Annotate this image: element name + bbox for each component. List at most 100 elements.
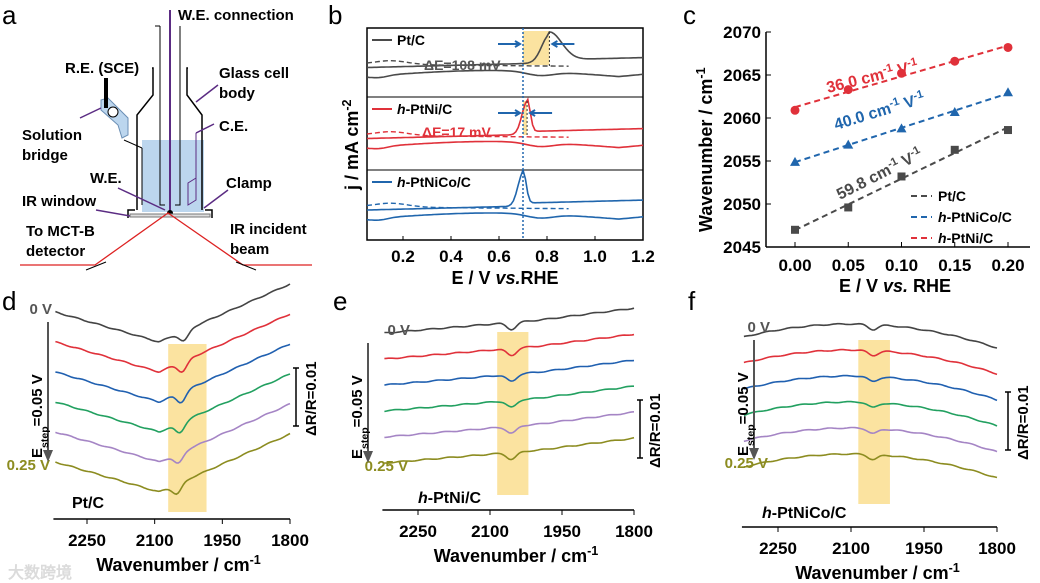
- x-tick-label: 1950: [203, 531, 241, 550]
- slope-annotation-1: 40.0 cm-1 V-1: [832, 88, 927, 134]
- we-holder-right: [175, 26, 181, 206]
- data-point-circle: [1003, 42, 1013, 52]
- valve-icon: [107, 106, 119, 118]
- clamp-right: [205, 209, 213, 218]
- cv-cathodic-1: [366, 140, 644, 150]
- y-tick-label: 2055: [723, 152, 761, 171]
- label-we: W.E.: [90, 170, 122, 187]
- spectrum-5: [743, 452, 998, 479]
- panel-label-b: b: [328, 0, 342, 30]
- mirror-left: [85, 261, 107, 271]
- reference-electrode: [104, 78, 108, 108]
- data-point-circle: [897, 68, 906, 78]
- legend-label-1: h-PtNiCo/C: [938, 209, 1012, 225]
- potential-end-label: 0.25 V: [725, 455, 768, 472]
- panel-label-f: f: [688, 286, 696, 316]
- data-point-triangle: [790, 156, 800, 166]
- watermark: 大数跨境: [8, 563, 72, 582]
- spectrum-2: [384, 359, 635, 386]
- slope-annotation-2: 36.0 cm-1 V-1: [824, 56, 920, 97]
- y-axis-label: Wavenumber / cm-1: [694, 67, 716, 232]
- spectrum-1: [55, 313, 291, 374]
- spectrum-0: [55, 283, 291, 343]
- panel-b-cv-chart: Pt/C ΔE=108 mV h-PtNi/C ΔE=17 mV h-PtNiCo/C 0…: [340, 27, 655, 288]
- slope-annotation-0: 59.8 cm-1 V-1: [833, 144, 925, 203]
- spectrum-3: [743, 400, 998, 427]
- arrow-left-1: [498, 109, 522, 117]
- glass-wall-right: [186, 67, 203, 210]
- sample-label: h-PtNi/C: [418, 490, 482, 507]
- panel-label-e: e: [333, 286, 347, 316]
- data-point-triangle: [843, 139, 854, 149]
- label-beam-1: IR incident: [230, 221, 307, 238]
- arrow-right-1: [528, 109, 553, 117]
- potential-end-label: 0.25 V: [7, 457, 50, 474]
- spectrum-2: [743, 374, 998, 402]
- data-point-square: [844, 203, 853, 212]
- spectrum-1: [384, 333, 635, 360]
- label-ir-window: IR window: [22, 193, 96, 210]
- x-axis-label: Wavenumber / cm-1: [96, 553, 261, 575]
- x-tick-label: 1.2: [631, 247, 655, 266]
- x-tick-label: 0.20: [991, 256, 1024, 275]
- data-point-triangle: [896, 123, 907, 133]
- arrow-head-icon: [43, 450, 53, 462]
- step-label: Estep=0.05 V: [29, 374, 51, 458]
- label-detector-2: detector: [26, 243, 85, 260]
- label-glass-body: body: [219, 85, 255, 102]
- glass-wall-left: [136, 67, 154, 210]
- potential-start-label: 0 V: [387, 322, 410, 339]
- x-tick-label: 0.6: [487, 247, 511, 266]
- delta-e-annotation-1: ΔE=17 mV: [422, 124, 491, 140]
- spectrum-5: [384, 436, 635, 464]
- x-tick-label: 2250: [68, 531, 106, 550]
- spectrum-4: [743, 426, 998, 453]
- y-tick-label: 2060: [723, 109, 761, 128]
- spectrum-0: [743, 322, 998, 349]
- x-tick-label: 1950: [905, 539, 943, 558]
- x-axis-label: Wavenumber / cm-1: [795, 561, 960, 583]
- data-point-circle: [790, 105, 800, 115]
- legend-label-0: Pt/C: [938, 188, 966, 204]
- x-tick-label: 2100: [471, 522, 509, 541]
- data-point-triangle: [1003, 87, 1013, 97]
- highlight-band-ptni: [523, 101, 528, 135]
- highlight-band-pt: [523, 31, 550, 65]
- arrow-head-icon: [749, 448, 759, 460]
- label-beam-2: beam: [230, 241, 269, 258]
- scale-bar: [1005, 391, 1011, 451]
- cv-dashed-0: [366, 60, 569, 67]
- x-tick-label: 0.2: [391, 247, 415, 266]
- adsorbed-co-band: [168, 344, 207, 512]
- data-point-circle: [950, 56, 960, 66]
- ir-cell-diagram: W.E. connection R.E. (SCE) Glass cell bo…: [20, 7, 312, 271]
- label-re: R.E. (SCE): [65, 60, 139, 77]
- label-we-connection: W.E. connection: [178, 7, 294, 24]
- adsorbed-co-band: [497, 332, 529, 495]
- x-tick-label: 2100: [832, 539, 870, 558]
- arrow-head-icon: [363, 451, 373, 463]
- panel-f-spectra: 2250 2100 1950 1800 Wavenumber / cm-1 0 V 0.25…: [725, 319, 1032, 583]
- label-solution: Solution: [22, 127, 82, 144]
- x-tick-label: 1800: [978, 539, 1016, 558]
- spectrum-4: [384, 411, 635, 439]
- panel-label-a: a: [2, 0, 17, 30]
- x-tick-label: 0.05: [832, 256, 865, 275]
- spectrum-2: [55, 343, 291, 404]
- adsorbed-co-band: [858, 340, 890, 504]
- x-tick-label: 1800: [615, 522, 653, 541]
- scale-bar-label: ΔR/R=0.01: [647, 393, 664, 468]
- cv-anodic-1: [366, 97, 644, 140]
- cv-dashed-2: [366, 202, 569, 210]
- x-tick-label: 2250: [759, 539, 797, 558]
- x-axis-label: E / V vs. RHE: [839, 276, 951, 296]
- arrow-left-0: [498, 40, 522, 48]
- mirror-right: [235, 261, 257, 271]
- label-detector-1: To MCT-B: [26, 223, 95, 240]
- data-point-square: [950, 145, 959, 154]
- x-tick-label: 0.8: [535, 247, 559, 266]
- leader-lines: [79, 84, 229, 217]
- label-ce: C.E.: [219, 118, 248, 135]
- legend-label-2: h-PtNiCo/C: [397, 174, 471, 190]
